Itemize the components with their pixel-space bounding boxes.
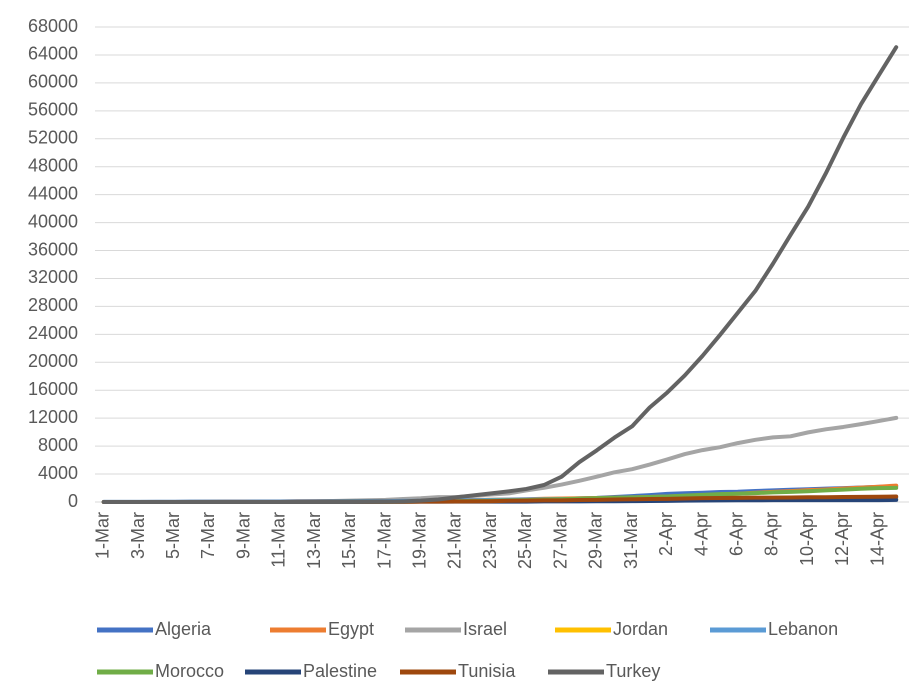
x-tick-label: 5-Mar bbox=[163, 512, 183, 559]
y-tick-label: 32000 bbox=[28, 267, 78, 287]
x-tick-label: 2-Apr bbox=[656, 512, 676, 556]
legend-label: Algeria bbox=[155, 619, 212, 639]
x-tick-label: 13-Mar bbox=[304, 512, 324, 569]
y-tick-label: 12000 bbox=[28, 407, 78, 427]
x-tick-label: 25-Mar bbox=[515, 512, 535, 569]
x-tick-label: 12-Apr bbox=[832, 512, 852, 566]
x-tick-label: 1-Mar bbox=[93, 512, 113, 559]
x-tick-label: 17-Mar bbox=[374, 512, 394, 569]
x-tick-label: 19-Mar bbox=[410, 512, 430, 569]
y-tick-label: 48000 bbox=[28, 155, 78, 175]
legend-label: Palestine bbox=[303, 661, 377, 681]
legend-label: Lebanon bbox=[768, 619, 838, 639]
x-tick-label: 15-Mar bbox=[339, 512, 359, 569]
y-tick-label: 68000 bbox=[28, 16, 78, 36]
x-tick-label: 29-Mar bbox=[586, 512, 606, 569]
legend-label: Morocco bbox=[155, 661, 224, 681]
y-tick-label: 28000 bbox=[28, 295, 78, 315]
x-tick-label: 14-Apr bbox=[867, 512, 887, 566]
x-tick-label: 27-Mar bbox=[550, 512, 570, 569]
legend-label: Tunisia bbox=[458, 661, 516, 681]
y-tick-label: 56000 bbox=[28, 100, 78, 120]
x-tick-label: 31-Mar bbox=[621, 512, 641, 569]
x-tick-label: 3-Mar bbox=[128, 512, 148, 559]
x-tick-label: 6-Apr bbox=[726, 512, 746, 556]
y-tick-label: 60000 bbox=[28, 72, 78, 92]
legend-label: Egypt bbox=[328, 619, 374, 639]
x-tick-label: 11-Mar bbox=[269, 512, 289, 568]
x-tick-label: 10-Apr bbox=[797, 512, 817, 566]
legend-label: Turkey bbox=[606, 661, 660, 681]
y-tick-label: 8000 bbox=[38, 435, 78, 455]
y-tick-label: 52000 bbox=[28, 128, 78, 148]
x-tick-label: 7-Mar bbox=[198, 512, 218, 559]
legend-label: Jordan bbox=[613, 619, 668, 639]
legend-label: Israel bbox=[463, 619, 507, 639]
x-tick-label: 21-Mar bbox=[445, 512, 465, 569]
x-tick-label: 23-Mar bbox=[480, 512, 500, 569]
series-line bbox=[101, 45, 899, 504]
y-tick-label: 44000 bbox=[28, 183, 78, 203]
y-tick-label: 4000 bbox=[38, 463, 78, 483]
y-tick-label: 36000 bbox=[28, 239, 78, 259]
x-tick-label: 8-Apr bbox=[762, 512, 782, 556]
y-tick-label: 24000 bbox=[28, 323, 78, 343]
y-tick-label: 20000 bbox=[28, 351, 78, 371]
y-tick-label: 16000 bbox=[28, 379, 78, 399]
y-tick-label: 64000 bbox=[28, 44, 78, 64]
y-tick-label: 0 bbox=[68, 491, 78, 511]
y-tick-label: 40000 bbox=[28, 211, 78, 231]
x-tick-label: 9-Mar bbox=[233, 512, 253, 559]
x-tick-label: 4-Apr bbox=[691, 512, 711, 556]
